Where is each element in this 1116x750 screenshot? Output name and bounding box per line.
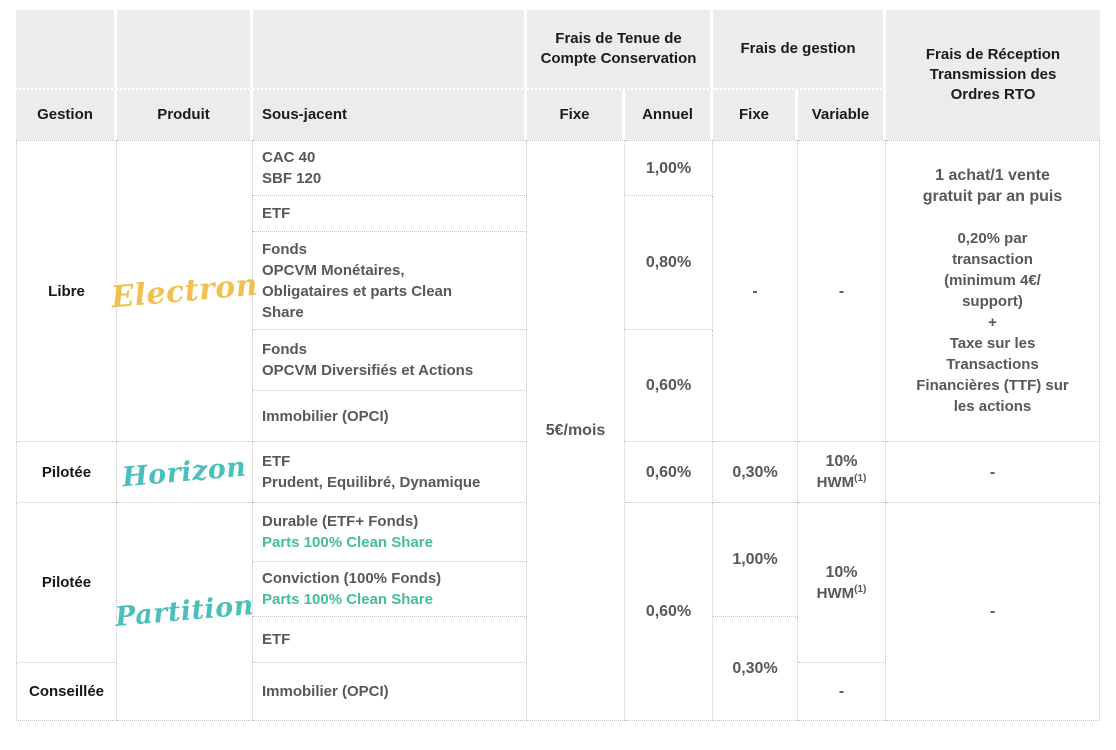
header-text-line: Ordres RTO bbox=[950, 86, 1036, 103]
cell-gvar-horizon: 10% HWM(1) bbox=[798, 442, 886, 503]
cell-sousjacent-conviction: Conviction (100% Fonds) Parts 100% Clean… bbox=[253, 562, 527, 617]
cell-gfixe-partition-haut: 1,00% bbox=[713, 503, 798, 617]
cell-produit-horizon: Horizon bbox=[117, 442, 253, 503]
cell-gfixe-electron: - bbox=[713, 140, 798, 442]
column-header-gestion-fixe: Fixe bbox=[713, 90, 798, 140]
cell-gvar-conseillee: - bbox=[798, 663, 886, 721]
cell-annuel-cac: 1,00% bbox=[625, 140, 713, 196]
cell-rto-electron: 1 achat/1 vente gratuit par an puis 0,20… bbox=[886, 140, 1100, 442]
cell-gfixe-partition-bas: 0,30% bbox=[713, 617, 798, 721]
electron-logo: Electron bbox=[109, 267, 260, 315]
header-group-frais-gestion: Frais de gestion bbox=[713, 10, 886, 90]
hwm-label: HWM(1) bbox=[816, 583, 867, 602]
cell-rto-partition: - bbox=[886, 503, 1100, 721]
cell-sousjacent-durable: Durable (ETF+ Fonds) Parts 100% Clean Sh… bbox=[253, 503, 527, 562]
clean-share-label: Parts 100% Clean Share bbox=[262, 591, 433, 608]
text-line: Taxe sur les bbox=[949, 335, 1036, 352]
header-group-rto: Frais de Réception Transmission des Ordr… bbox=[886, 10, 1100, 140]
cell-gestion-libre: Libre bbox=[16, 140, 117, 442]
cell-gvar-electron: - bbox=[798, 140, 886, 442]
cell-annuel-horizon: 0,60% bbox=[625, 442, 713, 503]
cell-tenue-fixe-all: 5€/mois bbox=[527, 140, 625, 721]
text-line: ETF bbox=[262, 453, 291, 470]
column-header-gestion-variable: Variable bbox=[798, 90, 886, 140]
rto-intro: 1 achat/1 vente gratuit par an puis bbox=[923, 165, 1063, 207]
cell-gestion-pilotee-partition: Pilotée bbox=[16, 503, 117, 663]
text-line: OPCVM Monétaires, bbox=[262, 261, 405, 279]
column-header-sous-jacent: Sous-jacent bbox=[253, 90, 527, 140]
header-text-line: Compte Conservation bbox=[540, 50, 697, 67]
header-spacer-gestion bbox=[16, 10, 117, 90]
cell-rto-horizon: - bbox=[886, 442, 1100, 503]
column-header-produit: Produit bbox=[117, 90, 253, 140]
cell-gestion-conseillee: Conseillée bbox=[16, 663, 117, 721]
text-line: Transactions bbox=[946, 356, 1039, 373]
text-line: CAC 40 bbox=[262, 149, 316, 166]
cell-produit-partition: Partition bbox=[113, 503, 256, 721]
text-line: Obligataires et parts Clean bbox=[262, 282, 453, 300]
cell-sousjacent-cac40: CAC 40 SBF 120 bbox=[253, 140, 527, 196]
header-spacer-produit bbox=[117, 10, 253, 90]
text-line: support) bbox=[962, 293, 1023, 310]
fees-table: Frais de Tenue de Compte Conservation Fr… bbox=[16, 10, 1100, 721]
cell-annuel-etf-monetaires: 0,80% bbox=[625, 196, 713, 330]
text-line: les actions bbox=[953, 398, 1032, 415]
text-line: OPCVM Diversifiés et Actions bbox=[262, 362, 474, 379]
cell-annuel-diversifies-immo: 0,60% bbox=[625, 330, 713, 442]
partition-logo: Partition bbox=[113, 590, 256, 633]
text-line: Fonds bbox=[262, 240, 307, 258]
cell-annuel-partition: 0,60% bbox=[625, 503, 713, 721]
cell-gfixe-horizon: 0,30% bbox=[713, 442, 798, 503]
header-text-line: Frais de Tenue de bbox=[555, 30, 682, 47]
cell-sousjacent-immobilier-conseillee: Immobilier (OPCI) bbox=[253, 663, 527, 721]
cell-gestion-pilotee-horizon: Pilotée bbox=[16, 442, 117, 503]
text-line: + bbox=[988, 314, 997, 331]
column-header-tenue-fixe: Fixe bbox=[527, 90, 625, 140]
cell-produit-electron: Electron bbox=[110, 140, 259, 442]
text-line: (minimum 4€/ bbox=[944, 272, 1041, 289]
cell-sousjacent-etf-partition: ETF bbox=[253, 617, 527, 663]
cell-sousjacent-etf-electron: ETF bbox=[253, 196, 527, 232]
hwm-label: HWM(1) bbox=[816, 473, 867, 492]
text-line: Conviction (100% Fonds) bbox=[262, 570, 442, 587]
header-spacer-sous-jacent bbox=[253, 10, 527, 90]
text-line: Fonds bbox=[262, 341, 307, 358]
header-text-line: Frais de Réception bbox=[925, 46, 1061, 63]
header-text-line: Frais de gestion bbox=[740, 40, 856, 57]
text-line: SBF 120 bbox=[262, 170, 322, 187]
text-line: transaction bbox=[952, 251, 1033, 268]
cell-sousjacent-fonds-monetaires: Fonds OPCVM Monétaires, Obligataires et … bbox=[253, 232, 527, 330]
text-line: 10% bbox=[825, 453, 858, 470]
text-line: Prudent, Equilibré, Dynamique bbox=[262, 474, 481, 491]
column-header-tenue-annuel: Annuel bbox=[625, 90, 713, 140]
text-line: 10% bbox=[825, 563, 858, 581]
text-line: 1 achat/1 vente bbox=[935, 167, 1050, 184]
cell-sousjacent-etf-horizon: ETF Prudent, Equilibré, Dynamique bbox=[253, 442, 527, 503]
header-group-tenue-compte: Frais de Tenue de Compte Conservation bbox=[527, 10, 713, 90]
text-line: gratuit par an puis bbox=[922, 188, 1063, 205]
cell-gvar-partition: 10% HWM(1) bbox=[798, 503, 886, 663]
text-line: Financières (TTF) sur bbox=[916, 377, 1069, 394]
horizon-logo: Horizon bbox=[121, 451, 248, 493]
column-header-gestion: Gestion bbox=[16, 90, 117, 140]
cell-sousjacent-immobilier-electron: Immobilier (OPCI) bbox=[253, 391, 527, 442]
text-line: 0,20% par bbox=[957, 230, 1028, 247]
text-line: Durable (ETF+ Fonds) bbox=[262, 513, 419, 530]
text-line: Share bbox=[262, 303, 304, 321]
header-text-line: Transmission des bbox=[929, 66, 1057, 83]
clean-share-label: Parts 100% Clean Share bbox=[262, 534, 433, 551]
footnote-marker: (1) bbox=[854, 583, 867, 595]
footnote-marker: (1) bbox=[854, 473, 867, 484]
cell-sousjacent-fonds-diversifies: Fonds OPCVM Diversifiés et Actions bbox=[253, 330, 527, 391]
